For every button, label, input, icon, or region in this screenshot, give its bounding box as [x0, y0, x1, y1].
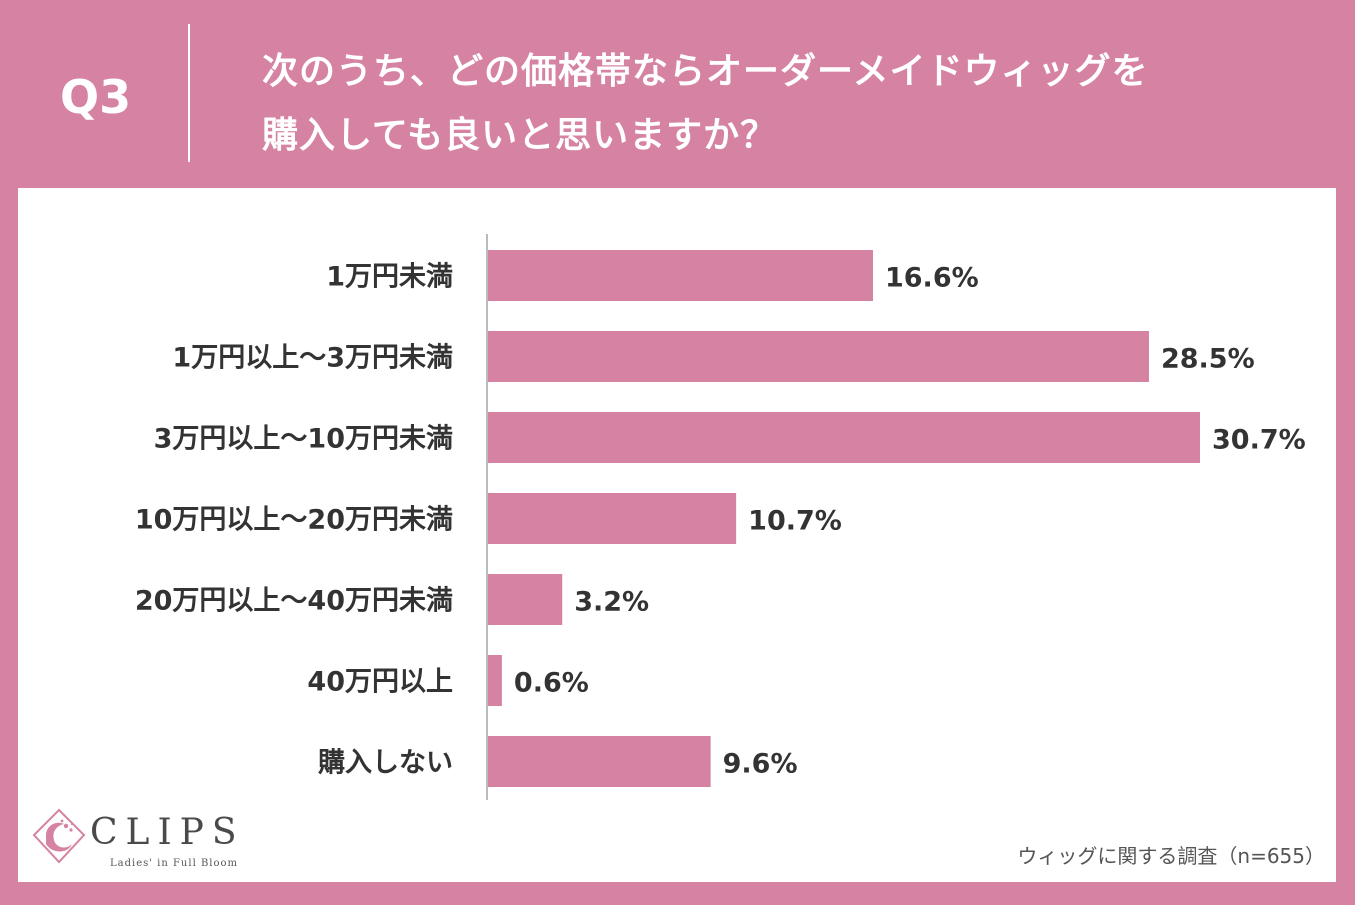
data-label-3: 30.7% — [1212, 425, 1306, 456]
bar-4 — [488, 493, 737, 544]
logo-tagline: Ladies' in Full Bloom — [110, 858, 239, 869]
clips-logo: CLIPS Ladies' in Full Bloom — [32, 808, 262, 878]
bar-7 — [488, 736, 711, 787]
question-line-2: 購入しても良いと思いますか？ — [262, 115, 778, 156]
bar-3 — [488, 412, 1200, 463]
logo-name: CLIPS — [90, 812, 245, 853]
category-label-1: 1万円未満 — [326, 262, 453, 293]
data-label-7: 9.6% — [723, 749, 798, 780]
bar-1 — [488, 250, 873, 301]
question-text: 次のうち、どの価格帯ならオーダーメイドウィッグを 購入しても良いと思いますか？ — [262, 40, 1322, 168]
question-line-1: 次のうち、どの価格帯ならオーダーメイドウィッグを — [262, 51, 1149, 92]
header: Q3 次のうち、どの価格帯ならオーダーメイドウィッグを 購入しても良いと思います… — [0, 0, 1355, 188]
category-label-6: 40万円以上 — [307, 667, 453, 698]
bar-6 — [488, 655, 502, 706]
data-label-1: 16.6% — [885, 263, 979, 294]
flower-logo-icon — [32, 808, 86, 864]
data-label-5: 3.2% — [574, 587, 649, 618]
data-label-2: 28.5% — [1161, 344, 1255, 375]
bar-5 — [488, 574, 563, 625]
category-label-5: 20万円以上～40万円未満 — [135, 586, 453, 617]
category-label-4: 10万円以上～20万円未満 — [135, 505, 453, 536]
header-divider — [188, 24, 190, 162]
survey-source: ウィッグに関する調査（n=655） — [1017, 844, 1325, 868]
data-label-6: 0.6% — [514, 668, 589, 699]
data-label-4: 10.7% — [748, 506, 842, 537]
category-label-3: 3万円以上～10万円未満 — [154, 424, 453, 455]
category-label-7: 購入しない — [318, 748, 453, 779]
question-number: Q3 — [60, 70, 132, 124]
category-label-2: 1万円以上～3万円未満 — [172, 343, 453, 374]
bar-2 — [488, 331, 1149, 382]
